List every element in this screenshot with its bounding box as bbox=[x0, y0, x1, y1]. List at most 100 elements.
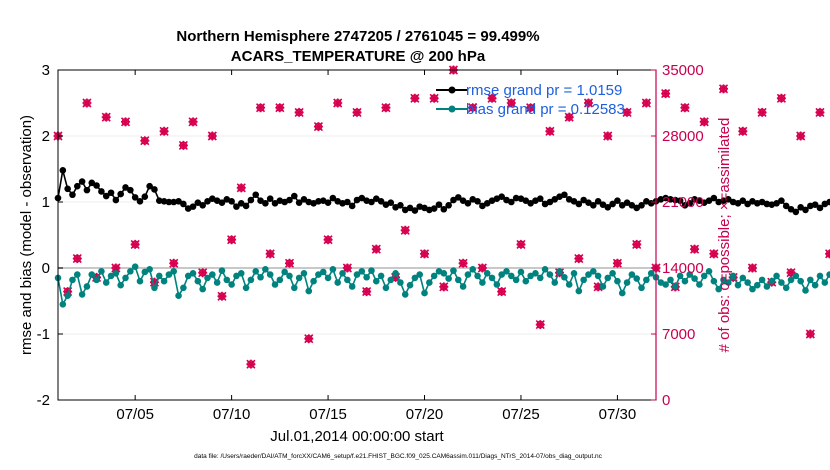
bias-point bbox=[339, 269, 346, 277]
bias-point bbox=[705, 268, 713, 275]
bias-point bbox=[585, 271, 592, 278]
rmse-point bbox=[88, 179, 96, 187]
bias-point bbox=[266, 271, 274, 278]
rmse-point bbox=[242, 202, 250, 210]
obs-assimilated-marker bbox=[178, 140, 188, 150]
rmse-point bbox=[98, 188, 105, 195]
bias-point bbox=[271, 281, 279, 288]
bias-point bbox=[787, 276, 795, 284]
obs-count-point bbox=[217, 291, 227, 301]
bias-point bbox=[122, 274, 129, 282]
bias-point bbox=[512, 276, 520, 284]
obs-count-point bbox=[641, 98, 651, 108]
obs-assimilated-marker bbox=[796, 131, 806, 141]
bias-point bbox=[618, 289, 626, 297]
obs-count-point bbox=[140, 136, 150, 146]
y-tick-label: 1 bbox=[42, 194, 50, 211]
obs-assimilated-marker bbox=[439, 282, 449, 292]
rmse-point bbox=[435, 201, 443, 208]
obs-count-point bbox=[236, 183, 246, 193]
obs-count-point bbox=[680, 103, 690, 113]
rmse-point bbox=[546, 198, 554, 206]
chart-title: Northern Hemisphere 2747205 / 2761045 = … bbox=[176, 28, 539, 45]
rmse-point bbox=[93, 182, 100, 189]
obs-count-point bbox=[198, 268, 208, 278]
rmse-point bbox=[372, 195, 380, 202]
rmse-point bbox=[671, 196, 679, 204]
obs-assimilated-marker bbox=[333, 98, 343, 108]
obs-count-point bbox=[506, 98, 516, 108]
obs-assimilated-marker bbox=[227, 235, 237, 245]
bias-point bbox=[315, 271, 322, 278]
obs-count-point bbox=[120, 117, 131, 127]
bias-point bbox=[628, 271, 636, 278]
rmse-point bbox=[64, 185, 71, 193]
rmse-point bbox=[358, 194, 366, 202]
obs-assimilated-marker bbox=[622, 107, 632, 117]
obs-assimilated-marker bbox=[313, 122, 323, 132]
bias-point bbox=[237, 269, 245, 277]
y-right-tick-label: 14000 bbox=[662, 260, 704, 277]
bias-point bbox=[353, 271, 361, 278]
bias-point bbox=[209, 271, 216, 278]
x-tick-label: 07/15 bbox=[309, 406, 347, 423]
obs-count-point bbox=[709, 249, 719, 259]
y-tick-label: -1 bbox=[37, 326, 50, 343]
bias-point bbox=[141, 268, 149, 276]
rmse-point bbox=[102, 192, 110, 200]
obs-assimilated-marker bbox=[82, 98, 92, 108]
bias-point bbox=[821, 279, 829, 286]
obs-count-point bbox=[169, 258, 179, 268]
obs-assimilated-marker bbox=[130, 239, 140, 249]
rmse-point bbox=[450, 196, 457, 204]
left-axis-ticks: -2 -1 0 1 2 3 bbox=[37, 62, 63, 409]
bias-point bbox=[536, 274, 544, 282]
rmse-point bbox=[710, 194, 718, 202]
obs-count-point bbox=[227, 235, 237, 245]
bias-point bbox=[623, 279, 631, 286]
bias-point bbox=[797, 277, 804, 285]
plot-area bbox=[58, 70, 656, 400]
bias-point bbox=[493, 281, 501, 288]
obs-assimilated-marker bbox=[506, 98, 516, 108]
obs-assimilated-marker bbox=[111, 263, 121, 273]
bias-point bbox=[614, 277, 621, 285]
legend-rmse-marker bbox=[448, 86, 456, 94]
rmse-point bbox=[459, 197, 467, 204]
obs-assimilated-marker bbox=[284, 258, 295, 268]
obs-count-point bbox=[612, 258, 622, 268]
rmse-point bbox=[454, 194, 462, 201]
bias-point bbox=[324, 274, 332, 282]
obs-count-point bbox=[583, 98, 594, 108]
obs-count-point bbox=[458, 258, 468, 268]
rmse-point bbox=[266, 195, 274, 202]
bias-point bbox=[204, 274, 211, 282]
obs-assimilated-marker bbox=[362, 287, 372, 297]
x-tick-label: 07/10 bbox=[213, 406, 251, 423]
obs-assimilated-marker bbox=[487, 93, 497, 103]
bias-point bbox=[643, 276, 650, 284]
obs-assimilated-marker bbox=[805, 329, 815, 339]
rmse-point bbox=[175, 198, 182, 205]
obs-assimilated-marker bbox=[718, 84, 729, 94]
bias-point bbox=[387, 276, 395, 284]
bias-point bbox=[691, 275, 698, 282]
obs-count-point bbox=[188, 117, 198, 127]
y-right-tick-label: 21000 bbox=[662, 194, 704, 211]
obs-count-point bbox=[757, 107, 767, 117]
bias-point bbox=[532, 269, 539, 277]
y-axis-label-right: # of obs: o=possible; ×=assimilated bbox=[716, 118, 733, 353]
obs-count-point bbox=[304, 334, 314, 344]
obs-assimilated-marker bbox=[342, 263, 352, 273]
rmse-point bbox=[628, 202, 636, 209]
rmse-point bbox=[483, 200, 491, 207]
obs-count-point bbox=[72, 254, 82, 264]
bias-point bbox=[561, 273, 568, 281]
obs-assimilated-marker bbox=[747, 263, 758, 273]
obs-assimilated-marker bbox=[429, 93, 439, 103]
bias-point bbox=[334, 279, 342, 286]
rmse-point bbox=[315, 198, 322, 205]
rmse-point bbox=[237, 200, 245, 207]
rmse-point bbox=[623, 199, 631, 206]
